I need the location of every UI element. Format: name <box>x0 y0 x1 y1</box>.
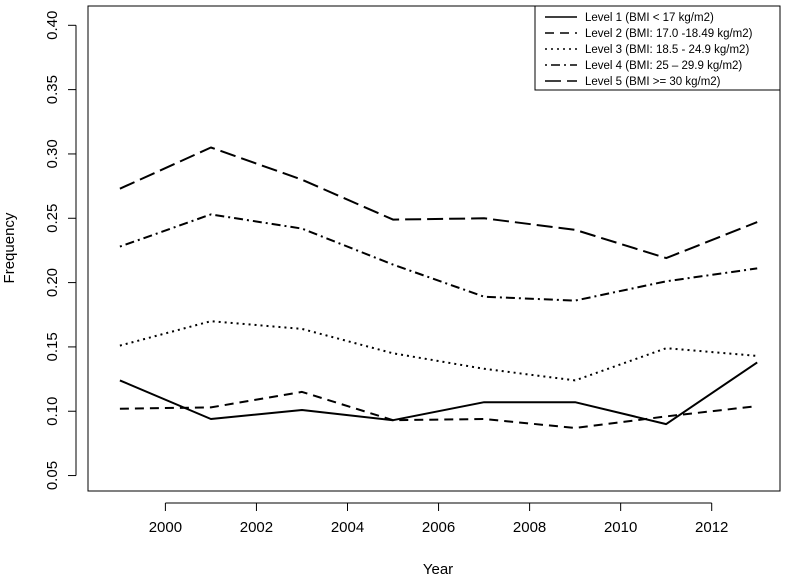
legend-label-level-3: Level 3 (BMI: 18.5 - 24.9 kg/m2) <box>585 44 749 56</box>
legend-label-level-5: Level 5 (BMI >= 30 kg/m2) <box>585 76 721 88</box>
y-tick-label: 0.15 <box>44 332 61 361</box>
y-tick-label: 0.10 <box>44 397 61 426</box>
y-tick-label: 0.20 <box>44 268 61 297</box>
legend-label-level-4: Level 4 (BMI: 25 – 29.9 kg/m2) <box>585 60 742 72</box>
y-tick-label: 0.05 <box>44 461 61 490</box>
x-axis-label: Year <box>423 561 453 578</box>
y-tick-label: 0.40 <box>44 11 61 40</box>
x-axis: 2000 2002 2004 2006 2008 2010 2012 <box>149 502 728 536</box>
x-tick-label: 2008 <box>513 519 546 536</box>
x-tick-label: 2010 <box>604 519 637 536</box>
y-axis: 0.05 0.10 0.15 0.20 0.25 0.30 0.35 0.40 <box>44 11 77 490</box>
x-tick-label: 2002 <box>240 519 273 536</box>
legend-box <box>534 5 781 91</box>
series-line-level-3 <box>119 320 758 382</box>
series-line-level-5 <box>119 146 758 260</box>
legend-label-level-2: Level 2 (BMI: 17.0 -18.49 kg/m2) <box>585 28 753 40</box>
x-tick-label: 2006 <box>422 519 455 536</box>
legend-label-level-1: Level 1 (BMI < 17 kg/m2) <box>585 12 714 24</box>
series-line-level-4 <box>119 213 758 302</box>
series-layer <box>119 146 758 429</box>
x-tick-label: 2012 <box>695 519 728 536</box>
series-line-level-2 <box>119 390 758 429</box>
y-tick-label: 0.30 <box>44 139 61 168</box>
plot-area-frame <box>87 5 781 492</box>
x-tick-label: 2004 <box>331 519 364 536</box>
y-tick-label: 0.35 <box>44 75 61 104</box>
series-line-level-1 <box>119 361 758 426</box>
legend: Level 1 (BMI < 17 kg/m2) Level 2 (BMI: 17… <box>534 5 781 91</box>
y-tick-label: 0.25 <box>44 204 61 233</box>
x-tick-label: 2000 <box>149 519 182 536</box>
y-axis-label: Frequency <box>1 212 18 283</box>
